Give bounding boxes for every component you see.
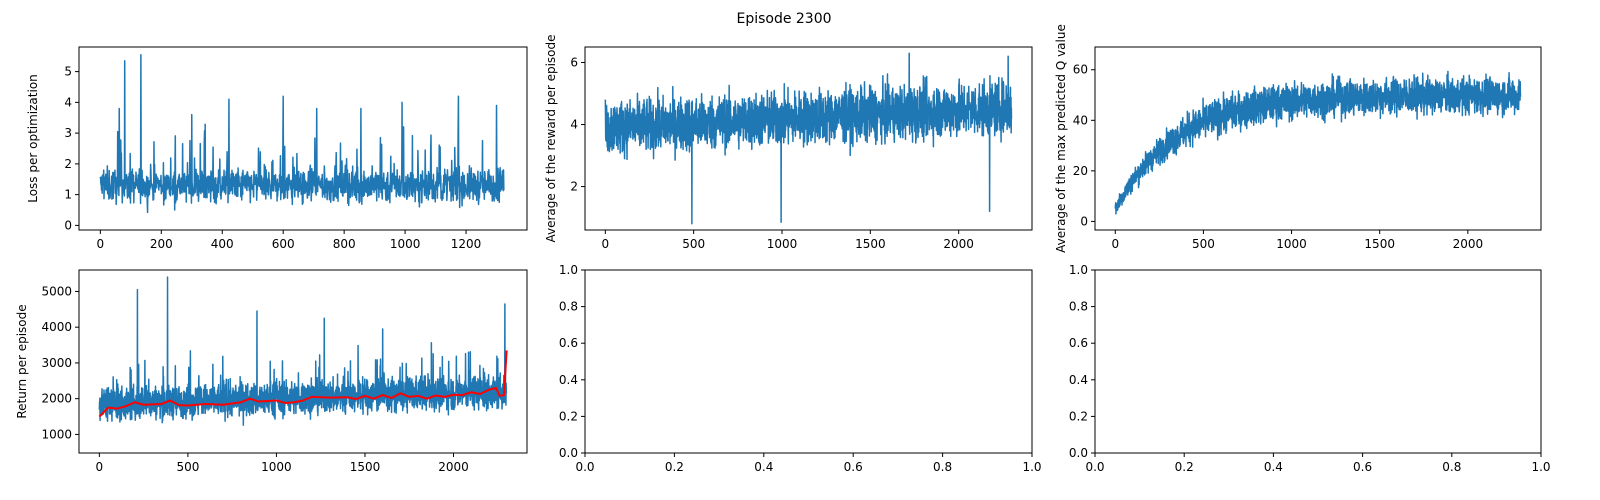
series-line-return-1 — [98, 350, 508, 418]
x-tick-label-reward-2: 1000 — [767, 237, 798, 251]
y-tick-label-return-4: 5000 — [41, 284, 72, 298]
x-tick-label-empty2-5: 1.0 — [1531, 460, 1550, 474]
y-tick-label-loss-5: 5 — [64, 65, 72, 79]
y-tick-label-empty2-5: 1.0 — [1069, 263, 1088, 277]
x-tick-label-loss-6: 1200 — [451, 237, 482, 251]
x-tick-label-reward-1: 500 — [682, 237, 705, 251]
y-axis-label-return: Return per episode — [15, 304, 29, 418]
x-tick-label-empty2-1: 0.2 — [1175, 460, 1194, 474]
x-tick-label-reward-3: 1500 — [855, 237, 886, 251]
series-line-return-0 — [98, 276, 508, 427]
x-tick-label-empty1-2: 0.4 — [754, 460, 773, 474]
axes-frame-empty2 — [1094, 269, 1542, 454]
y-tick-label-loss-3: 3 — [64, 126, 72, 140]
series-line-reward-0 — [604, 52, 1013, 225]
x-tick-label-reward-0: 0 — [601, 237, 609, 251]
y-tick-label-empty2-3: 0.6 — [1069, 336, 1088, 350]
x-tick-label-qvalue-1: 500 — [1192, 237, 1215, 251]
y-tick-label-empty1-3: 0.6 — [559, 336, 578, 350]
y-tick-label-reward-2: 6 — [570, 56, 578, 70]
y-tick-label-empty2-2: 0.4 — [1069, 373, 1088, 387]
subplot-return: 0 500 1000 1500 2000 1000 2000 3000 4000 5000 Retu… — [15, 269, 528, 474]
axes-frame-qvalue — [1094, 46, 1542, 231]
y-tick-label-qvalue-3: 60 — [1073, 63, 1088, 77]
axes-frame-reward — [584, 46, 1033, 231]
axes-frame-loss — [78, 46, 528, 231]
x-tick-label-qvalue-4: 2000 — [1453, 237, 1484, 251]
y-tick-label-empty2-4: 0.8 — [1069, 300, 1088, 314]
x-tick-label-return-4: 2000 — [438, 460, 469, 474]
series-line-qvalue-0 — [1114, 70, 1522, 215]
x-tick-label-empty1-4: 0.8 — [933, 460, 952, 474]
x-tick-label-loss-5: 1000 — [390, 237, 421, 251]
y-tick-label-empty1-0: 0.0 — [559, 446, 578, 460]
y-tick-label-loss-0: 0 — [64, 218, 72, 232]
y-tick-label-qvalue-0: 0 — [1080, 214, 1088, 228]
subplot-loss: 0 200 400 600 800 1000 1200 0 1 2 3 4 5 Loss per opti… — [26, 46, 528, 251]
subplot-qvalue: 0 500 1000 1500 2000 0 20 40 60 Average of the ma… — [1054, 24, 1542, 253]
x-tick-label-empty2-2: 0.4 — [1264, 460, 1283, 474]
subplot-empty1: 0.0 0.2 0.4 0.6 0.8 1.0 0.0 0.2 0.4 0.6 0.8 1.0 — [559, 263, 1042, 474]
x-tick-label-reward-4: 2000 — [943, 237, 974, 251]
y-tick-label-loss-2: 2 — [64, 157, 72, 171]
x-tick-label-loss-1: 200 — [150, 237, 173, 251]
y-tick-label-empty2-1: 0.2 — [1069, 409, 1088, 423]
y-axis-label-qvalue: Average of the max predicted Q value — [1054, 24, 1068, 253]
x-tick-label-loss-3: 600 — [272, 237, 295, 251]
x-tick-label-empty1-3: 0.6 — [844, 460, 863, 474]
y-tick-label-qvalue-2: 40 — [1073, 113, 1088, 127]
x-tick-label-qvalue-3: 1500 — [1364, 237, 1395, 251]
y-tick-label-empty1-5: 1.0 — [559, 263, 578, 277]
x-tick-label-qvalue-2: 1000 — [1276, 237, 1307, 251]
y-tick-label-return-2: 3000 — [41, 356, 72, 370]
x-tick-label-return-0: 0 — [96, 460, 104, 474]
x-tick-label-return-1: 500 — [176, 460, 199, 474]
subplot-empty2: 0.0 0.2 0.4 0.6 0.8 1.0 0.0 0.2 0.4 0.6 0.8 1.0 — [1069, 263, 1551, 474]
axes-frame-empty1 — [584, 269, 1033, 454]
x-tick-label-empty1-1: 0.2 — [665, 460, 684, 474]
x-tick-label-empty1-5: 1.0 — [1022, 460, 1041, 474]
subplot-reward: 0 500 1000 1500 2000 2 4 6 Average of the reward… — [544, 34, 1033, 251]
y-tick-label-empty1-1: 0.2 — [559, 409, 578, 423]
y-tick-label-reward-1: 4 — [570, 118, 578, 132]
y-tick-label-reward-0: 2 — [570, 180, 578, 194]
x-tick-label-empty2-3: 0.6 — [1353, 460, 1372, 474]
y-tick-label-empty1-4: 0.8 — [559, 300, 578, 314]
y-tick-label-return-0: 1000 — [41, 427, 72, 441]
y-tick-label-empty2-0: 0.0 — [1069, 446, 1088, 460]
y-tick-label-loss-1: 1 — [64, 188, 72, 202]
x-tick-label-return-3: 1500 — [350, 460, 381, 474]
x-tick-label-empty2-4: 0.8 — [1442, 460, 1461, 474]
x-tick-label-empty1-0: 0.0 — [575, 460, 594, 474]
y-tick-label-return-3: 4000 — [41, 320, 72, 334]
y-tick-label-loss-4: 4 — [64, 95, 72, 109]
x-tick-label-empty2-0: 0.0 — [1085, 460, 1104, 474]
x-tick-label-loss-0: 0 — [97, 237, 105, 251]
series-line-loss-0 — [99, 53, 505, 214]
figure-title: Episode 2300 — [736, 11, 831, 27]
y-axis-label-reward: Average of the reward per episode — [544, 34, 558, 242]
x-tick-label-loss-2: 400 — [211, 237, 234, 251]
y-tick-label-qvalue-1: 20 — [1073, 164, 1088, 178]
y-axis-label-loss: Loss per optimization — [26, 74, 40, 203]
y-tick-label-return-1: 2000 — [41, 392, 72, 406]
axes-frame-return — [78, 269, 528, 454]
x-tick-label-return-2: 1000 — [261, 460, 292, 474]
x-tick-label-qvalue-0: 0 — [1111, 237, 1119, 251]
x-tick-label-loss-4: 800 — [333, 237, 356, 251]
y-tick-label-empty1-2: 0.4 — [559, 373, 578, 387]
